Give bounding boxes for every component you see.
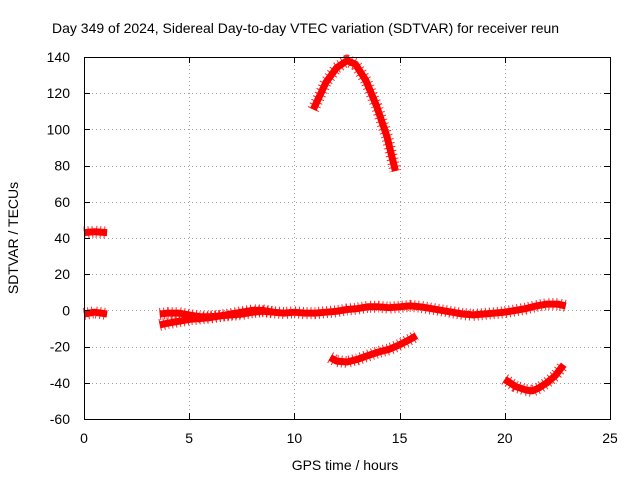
series-track-4-markers — [327, 330, 420, 368]
axis-ticks — [84, 57, 611, 420]
x-tick-label: 20 — [497, 430, 513, 446]
x-tick-label: 25 — [602, 430, 618, 446]
series-track-5-markers — [501, 361, 569, 397]
series-track-1 — [83, 228, 108, 237]
data-series — [82, 54, 569, 397]
y-tick-label: 140 — [47, 49, 71, 65]
y-tick-label: 0 — [62, 302, 70, 318]
x-tick-labels: 0 5 10 15 20 25 — [80, 430, 618, 446]
y-tick-labels: -60 -40 -20 0 20 40 60 80 100 120 140 — [47, 49, 71, 427]
series-track-2 — [83, 308, 108, 318]
y-tick-label: -20 — [50, 339, 70, 355]
series-track-3 — [310, 57, 399, 172]
chart-title: Day 349 of 2024, Sidereal Day-to-day VTE… — [52, 20, 559, 36]
grid-lines — [84, 57, 610, 419]
series-track-7-markers — [159, 304, 275, 323]
y-tick-label: 40 — [54, 230, 70, 246]
series-track-4 — [328, 332, 419, 366]
x-tick-label: 0 — [80, 430, 88, 446]
y-tick-label: 60 — [54, 194, 70, 210]
y-tick-label: 80 — [54, 158, 70, 174]
x-tick-label: 10 — [287, 430, 303, 446]
series-track-7 — [159, 306, 274, 321]
y-tick-label: 100 — [47, 121, 71, 137]
y-tick-label: 20 — [54, 266, 70, 282]
y-tick-label: 120 — [47, 85, 71, 101]
y-axis-label: SDTVAR / TECUs — [5, 182, 21, 294]
x-axis-label: GPS time / hours — [292, 457, 399, 473]
y-tick-label: -40 — [50, 375, 70, 391]
series-track-6-markers — [158, 298, 568, 331]
x-tick-label: 5 — [185, 430, 193, 446]
y-tick-label: -60 — [50, 411, 70, 427]
x-tick-label: 15 — [392, 430, 408, 446]
